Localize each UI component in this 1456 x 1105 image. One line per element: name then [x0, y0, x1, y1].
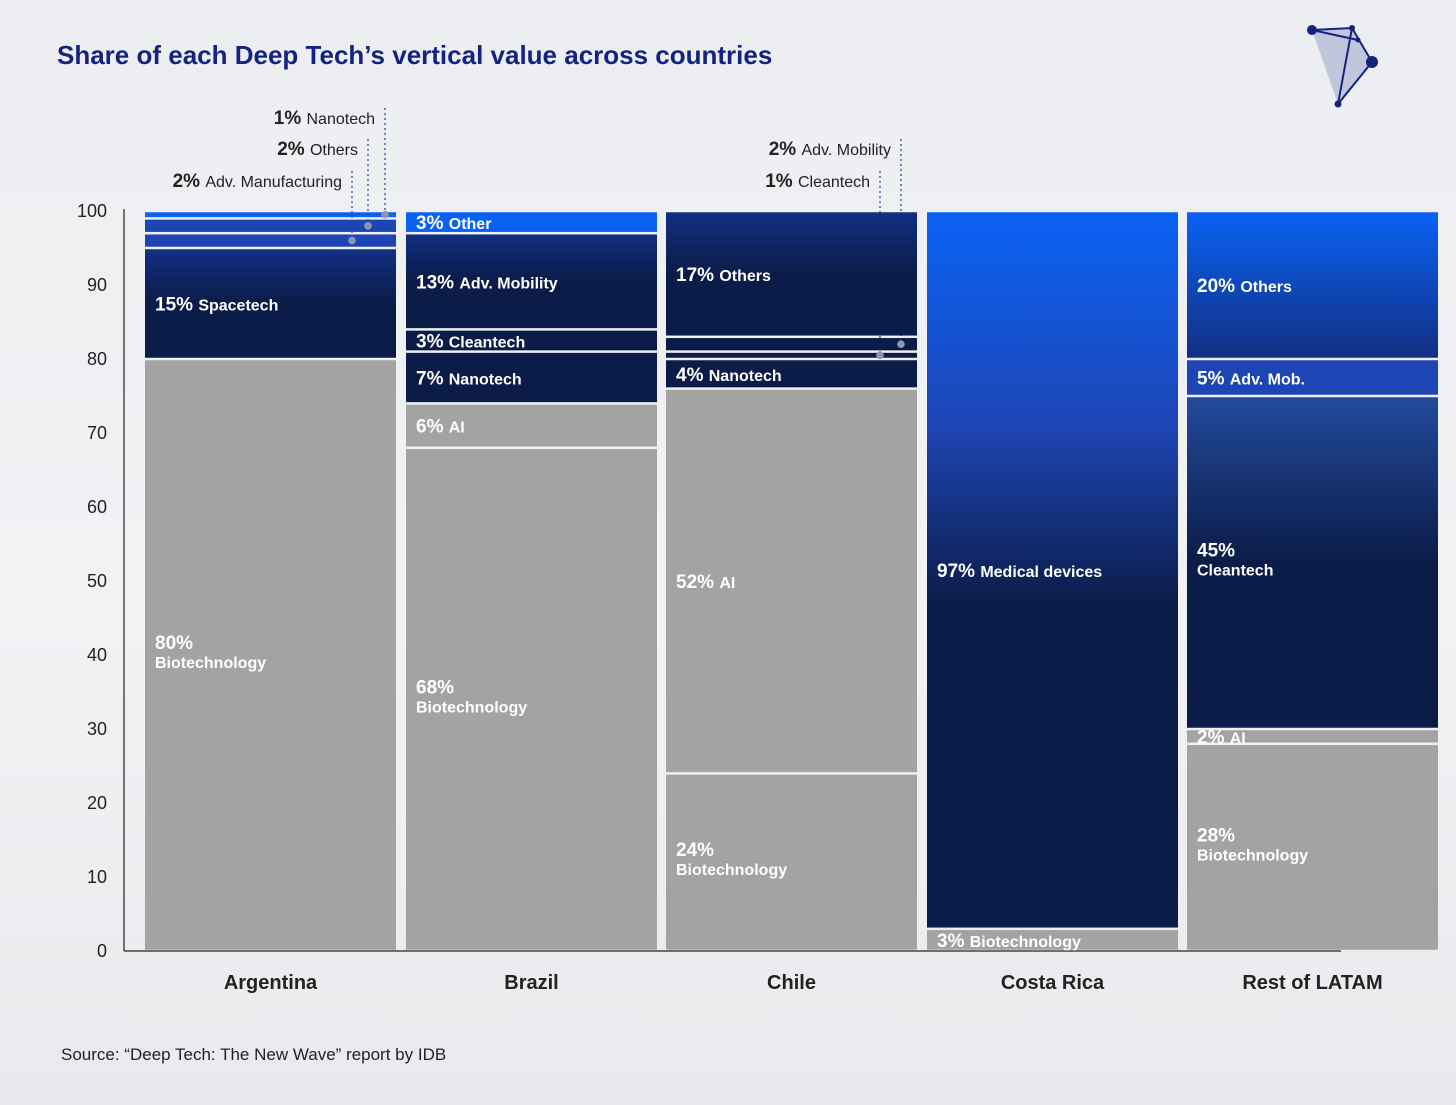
- segment-label: 2% AI: [1197, 727, 1246, 748]
- callout-dot: [897, 340, 905, 349]
- segment-name: Cleantech: [1197, 563, 1273, 580]
- segment-name: Biotechnology: [1197, 847, 1308, 864]
- y-tick-label: 20: [87, 793, 107, 813]
- y-tick-label: 0: [97, 941, 107, 961]
- bar-segment: [1187, 397, 1438, 728]
- bar-segment: [666, 352, 917, 358]
- segment-label: 13% Adv. Mobility: [416, 272, 558, 293]
- callout-dot: [381, 210, 389, 219]
- category-label: Brazil: [504, 972, 558, 994]
- stacked-bar-chart: 0102030405060708090100Argentina80%Biotec…: [77, 108, 1438, 994]
- bar-segment: [666, 389, 917, 773]
- y-tick-label: 50: [87, 571, 107, 591]
- bar-segment: [1187, 730, 1438, 743]
- callout-label: 1% Cleantech: [765, 171, 870, 192]
- segment-label: 20% Others: [1197, 276, 1292, 297]
- source-note: Source: “Deep Tech: The New Wave” report…: [61, 1045, 447, 1064]
- bar-segment: [666, 360, 917, 388]
- y-tick-label: 90: [87, 275, 107, 295]
- bar-segment: [145, 219, 396, 232]
- y-tick-label: 70: [87, 423, 107, 443]
- segment-pct: 80%: [155, 633, 193, 654]
- bar-segment: [145, 212, 396, 218]
- y-tick-label: 10: [87, 867, 107, 887]
- bar-segment: [666, 774, 917, 950]
- category-label: Chile: [767, 972, 816, 994]
- callout-label: 2% Adv. Mobility: [769, 139, 891, 160]
- bar-segment: [406, 404, 657, 447]
- chart-title: Share of each Deep Tech’s vertical value…: [57, 40, 773, 70]
- segment-label: 4% Nanotech: [676, 365, 782, 386]
- bar-segment: [927, 930, 1178, 950]
- segment-label: 5% Adv. Mob.: [1197, 369, 1305, 390]
- segment-label: 97% Medical devices: [937, 561, 1102, 582]
- bar-segment: [666, 338, 917, 351]
- callout-label: 2% Others: [277, 139, 358, 160]
- y-tick-label: 30: [87, 719, 107, 739]
- segment-label: 3% Cleantech: [416, 332, 525, 353]
- bar-segment: [406, 212, 657, 232]
- callout-label: 2% Adv. Manufacturing: [173, 171, 342, 192]
- segment-pct: 24%: [676, 840, 714, 861]
- bar-segment: [406, 449, 657, 950]
- bar-segment: [406, 352, 657, 403]
- segment-label: 7% Nanotech: [416, 369, 522, 390]
- y-tick-label: 40: [87, 645, 107, 665]
- bar-segment: [406, 330, 657, 351]
- bar-segment: [927, 212, 1178, 928]
- category-label: Argentina: [224, 972, 318, 994]
- segment-label: 52% AI: [676, 572, 735, 593]
- bar-segment: [145, 234, 396, 247]
- callout-label: 1% Nanotech: [274, 108, 375, 129]
- constellation-logo-icon: [1307, 25, 1378, 108]
- segment-name: Biotechnology: [155, 655, 266, 672]
- segment-pct: 45%: [1197, 541, 1235, 562]
- callout-dot: [348, 236, 356, 245]
- y-tick-label: 80: [87, 349, 107, 369]
- segment-label: 15% Spacetech: [155, 295, 278, 316]
- bar-segment: [1187, 212, 1438, 358]
- segment-label: 6% AI: [416, 417, 465, 438]
- callout-dot: [876, 351, 884, 360]
- y-tick-label: 100: [77, 201, 107, 221]
- category-label: Rest of LATAM: [1242, 972, 1382, 994]
- segment-pct: 28%: [1197, 825, 1235, 846]
- bar-segment: [1187, 360, 1438, 395]
- segment-label: 17% Others: [676, 265, 771, 286]
- bar-segment: [666, 212, 917, 336]
- bar-segment: [145, 249, 396, 358]
- category-label: Costa Rica: [1001, 972, 1105, 994]
- segment-pct: 68%: [416, 677, 454, 698]
- bar-segment: [145, 360, 396, 950]
- bar-segment: [406, 234, 657, 329]
- y-tick-label: 60: [87, 497, 107, 517]
- segment-label: 3% Other: [416, 213, 491, 234]
- segment-name: Biotechnology: [416, 699, 527, 716]
- bar-segment: [1187, 745, 1438, 950]
- callout-dot: [364, 222, 372, 230]
- segment-name: Biotechnology: [676, 862, 787, 879]
- segment-label: 3% Biotechnology: [937, 931, 1081, 952]
